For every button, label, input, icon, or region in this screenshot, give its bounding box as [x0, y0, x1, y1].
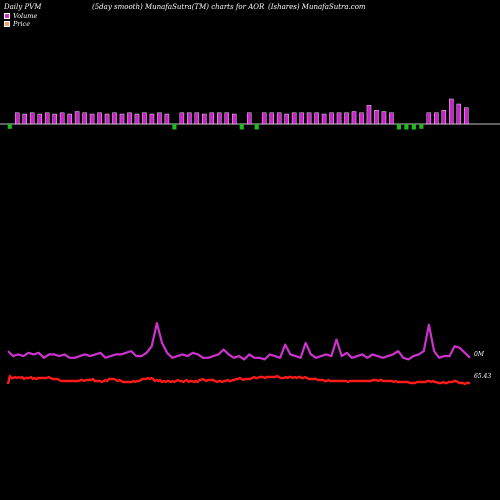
volume-bar: [449, 98, 454, 125]
volume-bar: [172, 124, 177, 130]
volume-bar: [389, 112, 394, 125]
volume-bar: [82, 112, 87, 125]
volume-bar: [239, 124, 244, 130]
volume-bar: [306, 112, 312, 125]
volume-line: [7, 322, 471, 361]
volume-bar: [89, 113, 95, 125]
volume-bar: [441, 110, 447, 125]
chart-title-mid: (5day smooth) MunafaSutra(TM) charts for…: [92, 3, 265, 11]
legend-price-label: Price: [13, 20, 31, 28]
volume-bar: [381, 111, 387, 125]
legend-price-swatch: [4, 21, 10, 27]
volume-last-label: 0M: [474, 351, 485, 358]
price-last-label: 65.43: [474, 373, 491, 380]
volume-bar: [366, 105, 372, 125]
volume-bar: [404, 124, 409, 130]
volume-bar: [269, 112, 274, 125]
volume-bar: [314, 112, 319, 125]
volume-bar: [254, 124, 259, 130]
volume-bar: [37, 113, 42, 125]
volume-bar: [284, 113, 289, 125]
volume-bar: [149, 113, 155, 125]
legend-volume-swatch: [4, 13, 10, 19]
volume-bar: [97, 112, 102, 125]
volume-bar: [276, 112, 282, 125]
volume-bar: [74, 111, 80, 125]
volume-bar: [29, 112, 35, 125]
volume-bar: [396, 124, 401, 130]
volume-bar: [299, 112, 304, 125]
volume-bar: [14, 112, 20, 125]
price-line: [6, 374, 470, 386]
volume-bar: [231, 113, 237, 125]
volume-bar: [112, 112, 117, 125]
volume-bar: [187, 112, 192, 125]
volume-bar: [44, 112, 50, 125]
volume-bar: [134, 113, 140, 125]
volume-bar: [419, 124, 424, 129]
volume-bar: [411, 124, 416, 130]
volume-bar: [202, 113, 207, 125]
volume-bar: [164, 113, 170, 125]
volume-bar: [464, 107, 469, 125]
volume-bar: [434, 112, 439, 125]
volume-bar: [67, 113, 72, 125]
volume-bar: [7, 124, 12, 129]
volume-bar: [336, 112, 342, 125]
volume-bar: [179, 112, 185, 125]
volume-bar: [217, 112, 222, 125]
volume-bar: [321, 113, 327, 125]
volume-bar: [351, 111, 357, 125]
legend-volume: Volume: [4, 12, 37, 20]
volume-bar: [127, 112, 132, 125]
volume-bar: [224, 112, 230, 125]
volume-bar: [52, 113, 57, 125]
volume-bar: [157, 112, 162, 125]
volume-bar: [104, 113, 110, 125]
volume-bar: [59, 112, 65, 125]
volume-bar: [209, 112, 215, 125]
volume-bar: [359, 112, 364, 125]
volume-bar: [246, 112, 252, 125]
volume-bar: [291, 112, 297, 125]
volume-bar: [119, 113, 125, 125]
volume-bar: [329, 112, 334, 125]
legend-volume-label: Volume: [13, 12, 38, 20]
volume-bar: [374, 110, 379, 125]
volume-bar: [426, 112, 432, 125]
volume-bar: [142, 112, 147, 125]
volume-bar: [22, 113, 27, 125]
volume-bar: [261, 112, 267, 125]
volume-bar: [456, 103, 462, 125]
volume-bar: [194, 112, 200, 125]
chart-title-left: Daily PVM: [4, 3, 42, 11]
chart-title-right: (Ishares) MunafaSutra.com: [268, 3, 366, 11]
legend-price: Price: [4, 20, 30, 28]
volume-bar: [344, 112, 349, 125]
